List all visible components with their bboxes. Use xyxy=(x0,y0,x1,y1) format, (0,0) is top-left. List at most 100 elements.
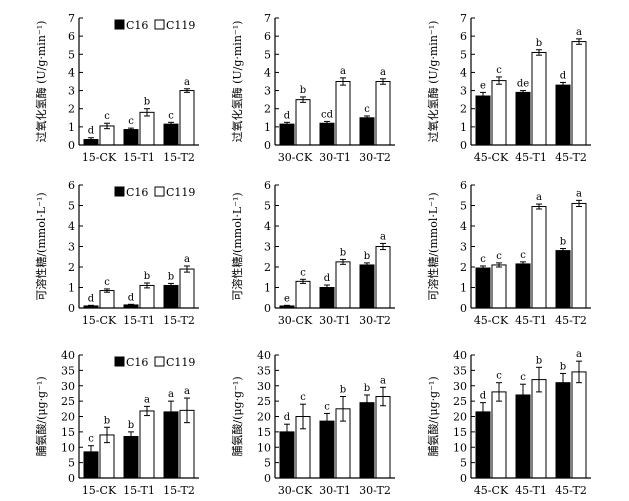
y-tick-label: 7 xyxy=(264,12,271,25)
bar-c16 xyxy=(475,411,491,479)
bar-c119 xyxy=(571,371,587,479)
significance-letter: b xyxy=(128,420,134,431)
x-category-label: 30-CK xyxy=(278,314,313,327)
y-tick-label: 6 xyxy=(264,179,271,192)
significance-letter: b xyxy=(560,237,566,248)
x-category-label: 45-CK xyxy=(474,151,509,164)
legend-swatch-c119 xyxy=(154,19,165,30)
significance-letter: d xyxy=(560,70,567,81)
legend-label-c119: C119 xyxy=(166,356,195,369)
y-tick-label: 35 xyxy=(61,364,75,377)
y-tick-label: 2 xyxy=(460,103,467,116)
significance-letter: b xyxy=(364,251,370,262)
bar-c16 xyxy=(319,420,335,479)
y-tick-label: 35 xyxy=(453,364,467,377)
significance-letter: a xyxy=(184,77,190,88)
legend: C16 C119 xyxy=(114,186,195,199)
bar-c16 xyxy=(555,382,571,479)
chart-panel-3: 过氧化氢酶 (U/g·min⁻¹) 0 1 2 3 4 5 6 7 ec 45-CK de b 45-T1… xyxy=(426,12,591,164)
y-tick-label: 0 xyxy=(460,472,467,485)
bar-c119 xyxy=(531,206,547,309)
y-tick-label: 2 xyxy=(68,103,75,116)
y-tick-label: 3 xyxy=(264,85,271,98)
chart-panel-5: 可溶性糖/(mmol·L⁻¹)0123456ec30-CKdb30-T1ba30… xyxy=(230,179,395,327)
bar-c16 xyxy=(319,287,335,309)
x-category-label: 30-CK xyxy=(278,151,313,164)
y-tick-label: 20 xyxy=(453,411,467,424)
x-category-label: 45-T2 xyxy=(555,484,587,497)
bar-c119 xyxy=(179,90,195,146)
y-tick-label: 0 xyxy=(264,472,271,485)
significance-letter: c xyxy=(496,65,502,76)
significance-letter: e xyxy=(480,80,486,91)
y-tick-label: 15 xyxy=(257,426,271,439)
significance-letter: a xyxy=(340,66,346,77)
legend-label-c16: C16 xyxy=(126,19,148,32)
significance-letter: c xyxy=(104,111,110,122)
bar-c119 xyxy=(295,280,311,309)
bar-c16 xyxy=(475,95,491,146)
bar-c119 xyxy=(139,111,155,146)
significance-letter: a xyxy=(576,188,582,199)
bar-c16 xyxy=(163,123,179,146)
y-tick-label: 5 xyxy=(264,200,271,213)
y-tick-label: 1 xyxy=(264,282,271,295)
legend-swatch-c119 xyxy=(154,356,165,367)
significance-letter: a xyxy=(576,27,582,38)
y-tick-label: 3 xyxy=(460,85,467,98)
y-tick-label: 4 xyxy=(68,66,75,79)
legend-swatch-c16 xyxy=(114,19,125,30)
bar-c16 xyxy=(555,84,571,146)
significance-letter: a xyxy=(536,192,542,203)
y-tick-label: 5 xyxy=(460,48,467,61)
x-category-label: 30-T1 xyxy=(319,151,351,164)
significance-letter: c xyxy=(168,110,174,121)
chart-panel-8: 脯氨酸/(μg·g⁻¹)0510152025303540dc30-CKcb30-… xyxy=(230,349,395,497)
x-category-label: 45-CK xyxy=(474,484,509,497)
y-tick-label: 1 xyxy=(68,121,75,134)
y-tick-label: 5 xyxy=(264,48,271,61)
significance-letter: c xyxy=(496,251,502,262)
y-tick-label: 15 xyxy=(61,426,75,439)
x-category-label: 15-T1 xyxy=(123,484,155,497)
legend-swatch-c16 xyxy=(114,356,125,367)
significance-letter: c xyxy=(520,372,526,383)
x-category-label: 45-CK xyxy=(474,314,509,327)
significance-letter: b xyxy=(144,97,150,108)
y-tick-label: 1 xyxy=(460,282,467,295)
significance-letter: a xyxy=(576,349,582,360)
significance-letter: b xyxy=(104,415,110,426)
significance-letter: c xyxy=(88,434,94,445)
significance-letter: b xyxy=(300,85,306,96)
significance-letter: b xyxy=(144,271,150,282)
y-tick-label: 7 xyxy=(68,12,75,25)
y-tick-label: 25 xyxy=(257,395,271,408)
y-tick-label: 3 xyxy=(264,241,271,254)
y-axis-label: 可溶性糖/(mmol·L⁻¹) xyxy=(230,192,244,300)
y-tick-label: 2 xyxy=(264,261,271,274)
bar-c16 xyxy=(359,402,375,479)
y-tick-label: 1 xyxy=(264,121,271,134)
bar-c119 xyxy=(531,379,547,479)
bar-c16 xyxy=(123,129,139,146)
bar-c119 xyxy=(375,396,391,479)
y-tick-label: 0 xyxy=(68,139,75,152)
legend: C16 C119 xyxy=(114,19,195,32)
y-tick-label: 6 xyxy=(460,30,467,43)
x-category-label: 45-T2 xyxy=(555,151,587,164)
x-category-label: 45-T2 xyxy=(555,314,587,327)
bar-c119 xyxy=(491,264,507,309)
y-axis-label: 脯氨酸/(μg·g⁻¹) xyxy=(230,376,244,456)
bar-c119 xyxy=(139,410,155,479)
y-tick-label: 6 xyxy=(264,30,271,43)
significance-letter: b xyxy=(536,355,542,366)
x-category-label: 15-T1 xyxy=(123,314,155,327)
bar-c119 xyxy=(335,261,351,309)
significance-letter: d xyxy=(480,391,487,402)
bar-c119 xyxy=(375,81,391,146)
significance-letter: c xyxy=(104,277,110,288)
significance-letter: e xyxy=(284,293,290,304)
bar-c16 xyxy=(555,250,571,309)
